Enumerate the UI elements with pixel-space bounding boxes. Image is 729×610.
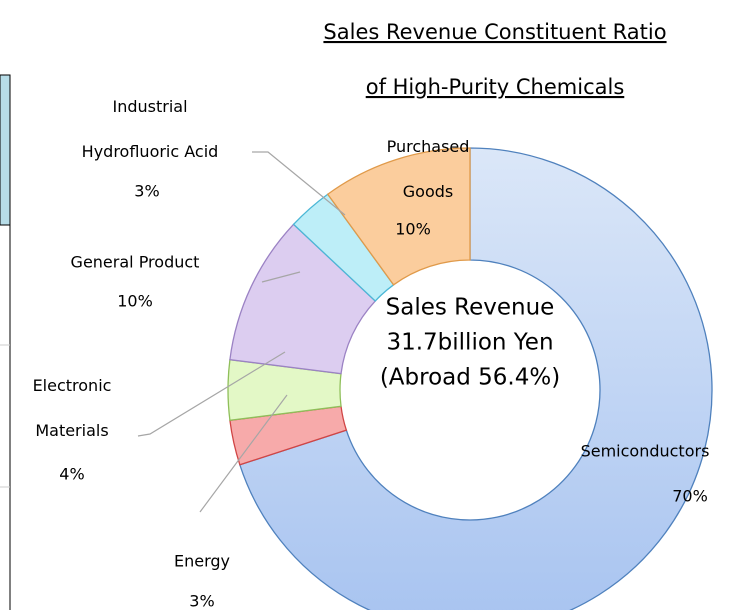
donut-slice [239,147,713,610]
value-label: 70% [672,487,708,506]
leader-line [252,151,346,216]
slice-label: Energy [174,552,230,571]
leader-line [137,351,286,437]
donut-slice [326,147,471,286]
label-line: Hydrofluoric Acid [82,142,219,161]
center-text: Sales Revenue [386,295,555,321]
value-label: 3% [189,592,214,610]
center-text: (Abroad 56.4%) [380,365,560,391]
leader-line [199,394,288,513]
value-label: 10% [395,220,431,239]
slice-label: Purchased Goods [387,137,470,201]
label-line: Industrial [112,97,187,116]
table-fragment [0,74,11,226]
value-label: 4% [59,465,84,484]
leader-line [261,271,301,283]
slice-label: Electronic Materials [33,376,112,440]
leader-lines [137,151,346,513]
label-line: Purchased [387,137,470,156]
chart-title: Sales Revenue Constituent Ratio [323,20,666,44]
value-label: 3% [134,182,159,201]
slice-label: Industrial Hydrofluoric Acid [82,97,219,161]
slice-label: General Product [71,253,200,272]
label-line: Materials [35,421,108,440]
center-text: 31.7billion Yen [386,330,553,356]
slice-label: Semiconductors [581,442,710,461]
value-label: 10% [117,292,153,311]
label-line: Goods [403,182,453,201]
chart-title: of High-Purity Chemicals [366,75,625,99]
label-line: Electronic [33,376,112,395]
